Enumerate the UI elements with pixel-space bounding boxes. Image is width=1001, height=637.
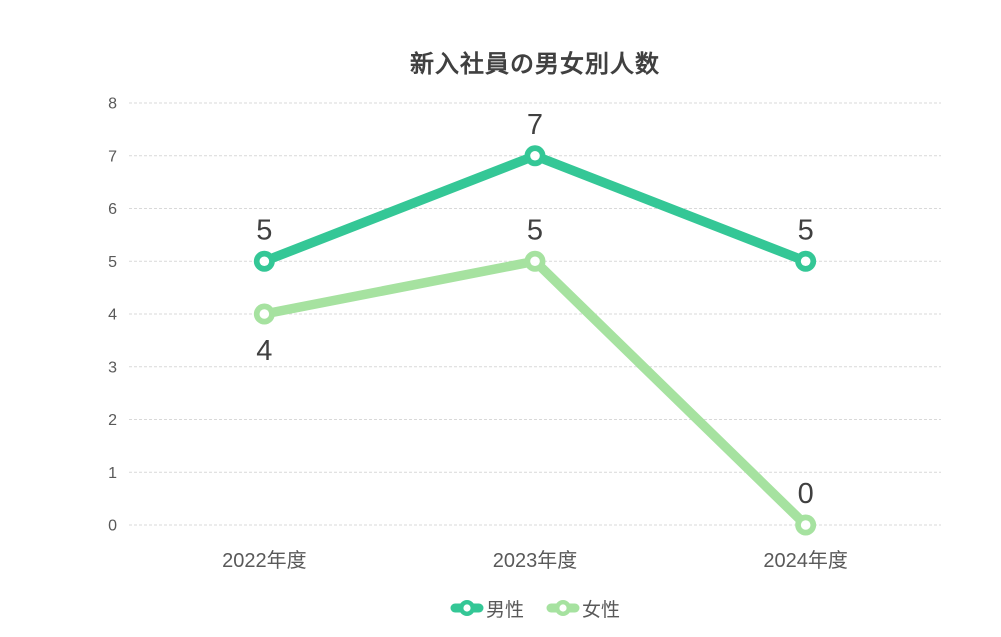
data-label: 0 — [798, 478, 814, 510]
data-label: 5 — [798, 214, 814, 246]
data-label: 5 — [256, 214, 272, 246]
y-tick-label: 8 — [108, 96, 117, 113]
data-label: 7 — [527, 109, 543, 141]
y-tick-label: 1 — [108, 465, 117, 482]
y-tick-label: 2 — [108, 412, 117, 429]
legend-label-male: 男性 — [485, 599, 524, 621]
legend-marker-female-icon — [546, 597, 580, 619]
data-point-marker-center — [800, 520, 811, 530]
x-category-label: 2022年度 — [222, 549, 307, 572]
chart-title: 新入社員の男女別人数 — [410, 51, 660, 78]
y-tick-label: 7 — [108, 148, 117, 165]
data-point-marker-center — [800, 256, 811, 267]
legend: 男性 女性 — [129, 593, 941, 623]
data-label: 4 — [256, 335, 272, 367]
y-tick-label: 4 — [108, 307, 117, 324]
x-category-label: 2023年度 — [493, 549, 578, 572]
legend-item-male: 男性 — [450, 595, 524, 622]
y-tick-label: 6 — [108, 201, 117, 218]
data-label: 5 — [527, 214, 543, 246]
y-tick-label: 5 — [108, 254, 117, 271]
legend-marker-male-icon — [450, 597, 484, 619]
legend-item-female: 女性 — [546, 595, 620, 622]
data-point-marker-center — [259, 309, 270, 319]
legend-label-female: 女性 — [582, 599, 621, 621]
data-point-marker-center — [259, 256, 270, 267]
data-point-marker-center — [530, 150, 540, 161]
y-tick-label: 0 — [108, 518, 117, 535]
data-point-marker-center — [530, 256, 540, 267]
series-line — [259, 256, 811, 530]
y-tick-label: 3 — [108, 359, 117, 376]
x-category-label: 2024年度 — [763, 549, 848, 572]
